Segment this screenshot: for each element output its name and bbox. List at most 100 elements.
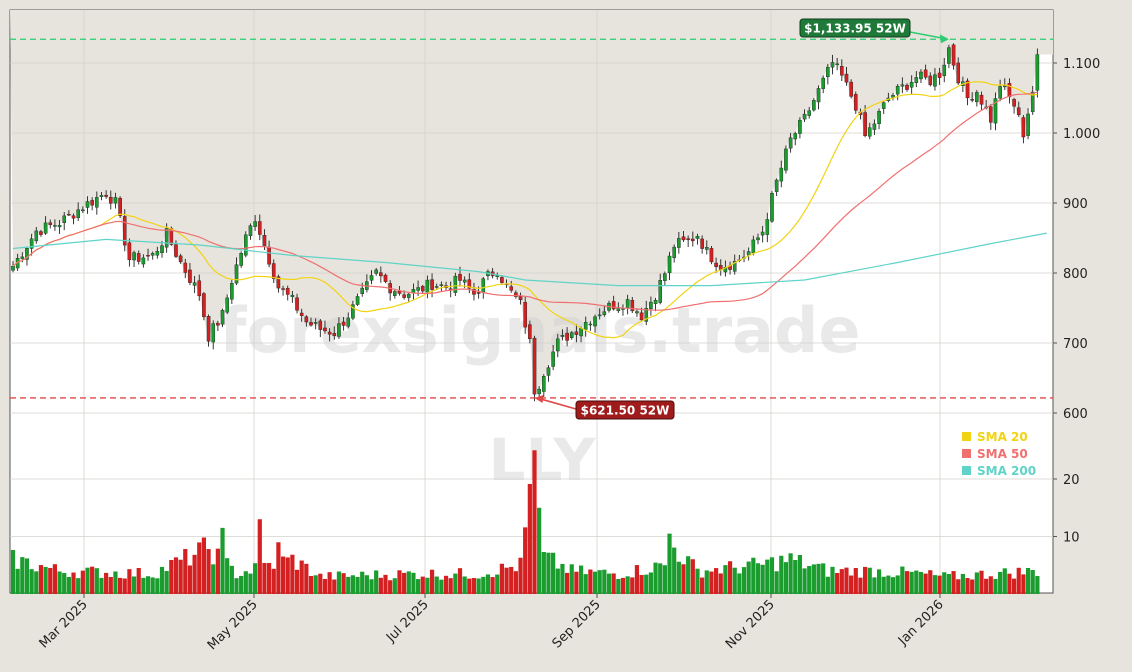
volume-bar bbox=[844, 567, 849, 594]
volume-bar bbox=[551, 552, 556, 594]
candle-body bbox=[393, 291, 397, 296]
volume-bar bbox=[425, 577, 430, 594]
candle-body bbox=[770, 193, 774, 222]
volume-bar bbox=[327, 572, 332, 594]
volume-bar bbox=[853, 568, 858, 594]
candle-body bbox=[183, 262, 188, 273]
candle-body bbox=[509, 286, 514, 291]
volume-bar bbox=[537, 507, 542, 594]
candle-body bbox=[481, 278, 486, 293]
volume-bar bbox=[145, 576, 151, 594]
volume-bar bbox=[672, 547, 677, 594]
volume-bar bbox=[485, 574, 491, 594]
volume-bar bbox=[746, 561, 751, 594]
volume-bar bbox=[350, 575, 356, 594]
candle-body bbox=[872, 123, 877, 130]
candle-body bbox=[704, 246, 709, 250]
candle-body bbox=[672, 246, 676, 259]
candle-body bbox=[965, 80, 970, 99]
price-shade bbox=[10, 10, 1053, 395]
legend-label: SMA 20 bbox=[977, 430, 1028, 444]
candle-body bbox=[476, 292, 481, 294]
volume-bar bbox=[797, 555, 803, 594]
volume-bar bbox=[816, 563, 821, 594]
reference-lines: $1,133.95 52W $621.50 52W bbox=[10, 18, 1053, 420]
candle-body bbox=[211, 323, 216, 343]
moving-averages bbox=[12, 81, 1047, 339]
candle-body bbox=[472, 289, 476, 295]
volume-bar bbox=[625, 576, 630, 594]
low-52w-label: $621.50 52W bbox=[581, 404, 670, 418]
volume-bar bbox=[904, 571, 910, 594]
volume-bar bbox=[578, 565, 584, 594]
volume-bar bbox=[1025, 567, 1031, 594]
volume-bar bbox=[760, 564, 765, 594]
candle-body bbox=[700, 238, 704, 249]
volume-bar bbox=[257, 519, 262, 594]
candle-body bbox=[160, 245, 164, 253]
volume-bar bbox=[429, 569, 435, 594]
candle-body bbox=[914, 77, 919, 84]
candle-body bbox=[947, 47, 951, 64]
volume-bar bbox=[1016, 567, 1021, 594]
candle-body bbox=[318, 320, 323, 330]
candle-body bbox=[537, 388, 541, 395]
volume-bar bbox=[1002, 568, 1007, 594]
volume-bar bbox=[234, 578, 239, 594]
volume-bar bbox=[155, 578, 160, 594]
volume-bar bbox=[769, 557, 775, 594]
volume-bar bbox=[10, 550, 16, 594]
volume-bar bbox=[499, 563, 505, 594]
candle-body bbox=[81, 209, 85, 212]
candle-body bbox=[104, 194, 108, 197]
volume-bar bbox=[262, 562, 267, 594]
candle-body bbox=[900, 84, 905, 87]
candle-body bbox=[942, 64, 947, 76]
volume-bar bbox=[923, 573, 928, 594]
volume-tick-label: 20 bbox=[1063, 473, 1080, 488]
candle-body bbox=[178, 255, 183, 263]
candle-body bbox=[542, 376, 546, 392]
candle-body bbox=[244, 234, 248, 256]
candle-body bbox=[239, 253, 243, 266]
volume-bar bbox=[29, 569, 34, 594]
candle-body bbox=[867, 127, 872, 137]
volume-bar bbox=[15, 568, 20, 594]
volume-bar bbox=[946, 573, 952, 594]
candle-body bbox=[85, 201, 90, 208]
candle-body bbox=[379, 272, 383, 277]
volume-bar bbox=[276, 542, 281, 594]
candle-body bbox=[20, 256, 25, 259]
watermark-text: forexsignals.trade bbox=[220, 294, 861, 367]
candle-body bbox=[625, 299, 630, 309]
volume-bar bbox=[136, 568, 141, 594]
volume-bar bbox=[564, 572, 570, 594]
volume-bar bbox=[48, 567, 53, 594]
candle-body bbox=[951, 44, 956, 66]
candle-body bbox=[751, 239, 756, 254]
price-tick-label: 900 bbox=[1063, 197, 1088, 212]
candle-body bbox=[62, 215, 67, 224]
candle-body bbox=[150, 253, 155, 256]
volume-bar bbox=[159, 566, 165, 594]
candle-body bbox=[53, 225, 57, 227]
candle-body bbox=[840, 66, 844, 76]
candle-body bbox=[807, 110, 812, 116]
volume-bar bbox=[602, 569, 607, 594]
candle-body bbox=[802, 113, 807, 120]
volume-bar bbox=[709, 571, 714, 594]
volume-bar bbox=[653, 562, 658, 594]
volume-bar bbox=[122, 578, 127, 594]
candle-body bbox=[197, 280, 202, 297]
candle-body bbox=[397, 290, 402, 294]
volume-bar bbox=[411, 572, 416, 594]
volume-bar bbox=[718, 573, 723, 594]
volume-bar bbox=[420, 576, 425, 594]
volume-bar bbox=[225, 558, 230, 594]
volume-bar bbox=[38, 565, 44, 594]
volume-bar bbox=[355, 577, 360, 594]
candle-body bbox=[993, 98, 998, 124]
candle-body bbox=[835, 63, 839, 66]
volume-bar bbox=[872, 577, 877, 594]
volume-bar bbox=[308, 576, 314, 594]
